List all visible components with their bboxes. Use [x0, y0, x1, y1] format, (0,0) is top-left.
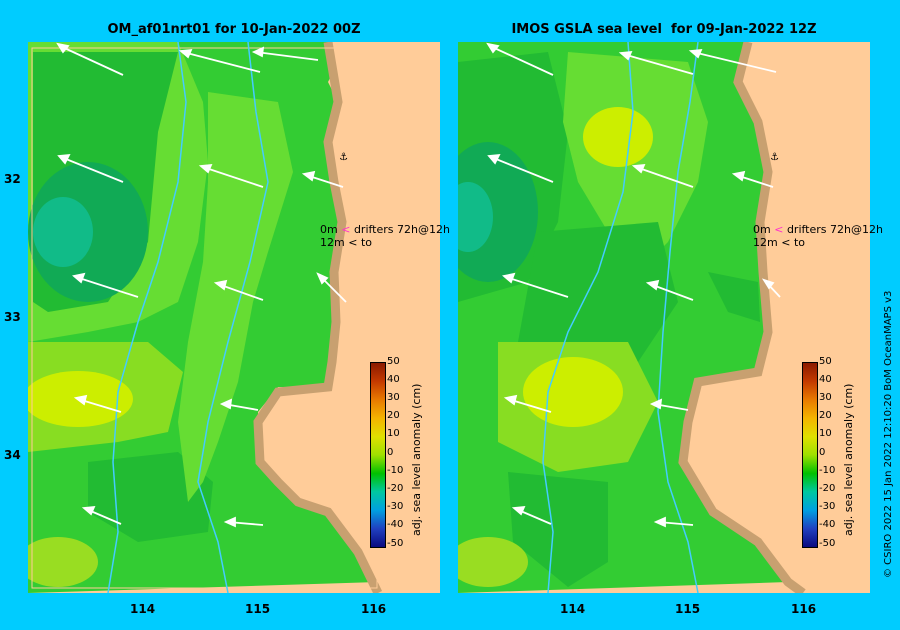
colorbar-tick: 30: [819, 392, 832, 403]
colorbar-tick: -40: [819, 519, 836, 530]
colorbar-right: [802, 362, 818, 548]
lon-label: 114: [130, 602, 156, 616]
drifter-0m-icon: <: [341, 223, 351, 236]
colorbar-label: adj. sea level anomaly (cm): [842, 383, 855, 536]
drifter-0m-icon: <: [774, 223, 784, 236]
map-left: ⚓: [28, 42, 440, 593]
drifter-legend-to: to: [360, 236, 372, 249]
colorbar-tick: -10: [387, 465, 404, 476]
colorbar-tick: -50: [387, 538, 404, 549]
lon-label: 115: [245, 602, 271, 616]
anomaly-high-core2: [523, 357, 623, 427]
grid-frame: [31, 47, 378, 589]
drifter-legend-12m: 12m < to: [753, 236, 805, 249]
colorbar-left: [370, 362, 386, 548]
colorbar-tick: 0: [819, 447, 826, 458]
panel-title-right: IMOS GSLA sea level for 09-Jan-2022 12Z: [511, 22, 817, 37]
lat-label: 33: [4, 310, 21, 324]
drifter-legend-to: to: [793, 236, 805, 249]
colorbar-tick: -30: [819, 501, 836, 512]
drifter-legend-0m: 0m < drifters 72h@12h: [320, 223, 450, 236]
depth-contour: [197, 42, 269, 593]
drifter-legend-0m: 0m < drifters 72h@12h: [753, 223, 883, 236]
panel-title-left: OM_af01nrt01 for 10-Jan-2022 00Z: [107, 22, 361, 37]
anomaly-low-coast: [708, 272, 760, 322]
drifter-legend-text: drifters 72h@12h: [353, 223, 450, 236]
lon-label: 114: [560, 602, 586, 616]
anchor-icon: ⚓: [339, 152, 348, 163]
drifter-legend-depth: 12m: [753, 236, 778, 249]
anomaly-low-core2: [33, 197, 93, 267]
colorbar-tick: 50: [387, 356, 400, 367]
credit-text: © CSIRO 2022 15 Jan 2022 12:10:20 BoM Oc…: [883, 290, 894, 578]
depth-contour: [542, 42, 634, 593]
drifter-legend-text: drifters 72h@12h: [786, 223, 883, 236]
anomaly-high-bottom: [28, 537, 98, 587]
drifter-legend-depth: 0m: [320, 223, 338, 236]
anomaly-low-bottom: [508, 472, 608, 587]
depth-contour: [657, 42, 699, 593]
lon-label: 116: [791, 602, 817, 616]
drifter-legend-12m: 12m < to: [320, 236, 372, 249]
colorbar-label: adj. sea level anomaly (cm): [410, 383, 423, 536]
colorbar-tick: -10: [819, 465, 836, 476]
colorbar-tick: 40: [387, 374, 400, 385]
colorbar-tick: 0: [387, 447, 394, 458]
lon-label: 116: [361, 602, 387, 616]
colorbar-tick: -20: [387, 483, 404, 494]
map-right: ⚓: [458, 42, 870, 593]
anomaly-high-core: [583, 107, 653, 167]
colorbar-tick: 50: [819, 356, 832, 367]
colorbar-tick: 30: [387, 392, 400, 403]
map-right-graphic: ⚓: [458, 42, 870, 593]
drifter-legend-depth: 12m: [320, 236, 345, 249]
anomaly-light-strip: [178, 92, 293, 502]
lon-label: 115: [675, 602, 701, 616]
colorbar-tick: 20: [819, 410, 832, 421]
current-arrows: [486, 42, 781, 528]
colorbar-tick: 10: [387, 428, 400, 439]
colorbar-tick: 20: [387, 410, 400, 421]
colorbar-tick: 40: [819, 374, 832, 385]
land-area: [683, 42, 870, 593]
colorbar-tick: -40: [387, 519, 404, 530]
land-area: [258, 42, 440, 593]
anchor-icon: ⚓: [770, 152, 779, 163]
colorbar-tick: -20: [819, 483, 836, 494]
anomaly-low-bottom: [88, 452, 213, 542]
coastline: [678, 42, 806, 593]
colorbar-tick: -30: [387, 501, 404, 512]
anomaly-low-core2: [458, 182, 493, 252]
current-arrows: [56, 42, 347, 528]
anomaly-low-band: [518, 222, 678, 372]
colorbar-tick: -50: [819, 538, 836, 549]
drifter-12m-icon: <: [348, 236, 358, 249]
depth-contour: [107, 42, 187, 593]
map-left-graphic: ⚓: [28, 42, 440, 593]
anomaly-high-bottom: [458, 537, 528, 587]
lat-label: 34: [4, 448, 21, 462]
colorbar-tick: 10: [819, 428, 832, 439]
lat-label: 32: [4, 172, 21, 186]
coastline: [253, 42, 383, 593]
drifter-12m-icon: <: [781, 236, 791, 249]
drifter-legend-depth: 0m: [753, 223, 771, 236]
